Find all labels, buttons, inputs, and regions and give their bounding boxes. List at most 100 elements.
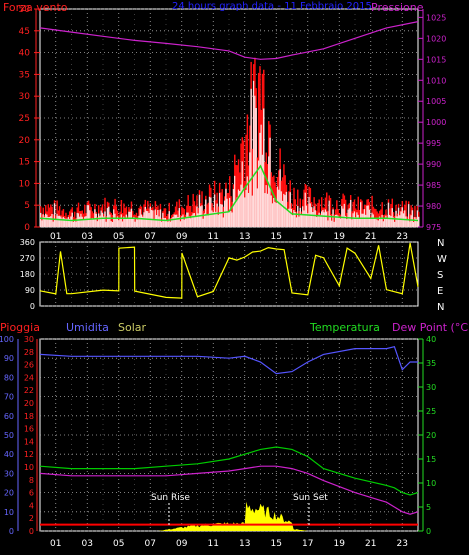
wind-speed-bar [331, 220, 333, 227]
wind-speed-bar [189, 218, 192, 227]
wind-tick-label: 5 [24, 201, 30, 211]
wind-speed-bar [137, 219, 139, 227]
wind-speed-bar [181, 216, 183, 227]
wind-gust-bar [114, 198, 116, 227]
x-tick-label: 03 [82, 539, 93, 549]
direction-tick-label: 0 [30, 302, 35, 311]
x-tick-label: 17 [302, 232, 313, 242]
wind-speed-bar [42, 214, 44, 227]
rain-tick-label: 0 [29, 527, 34, 536]
wind-speed-bar [232, 189, 235, 227]
wind-speed-bar [254, 95, 256, 228]
humidity-tick-label: 40 [4, 450, 14, 459]
wind-tick-label: 35 [19, 70, 30, 80]
wind-gust-bar [47, 204, 50, 227]
tick-labels: 0101030305050707090911111313151517171919… [0, 5, 447, 549]
wind-speed-bar [128, 211, 130, 227]
wind-speed-bar [265, 185, 267, 227]
wind-speed-bar [294, 211, 296, 227]
wind-gust-bar [344, 199, 347, 227]
pressure-tick-label: 1020 [426, 34, 446, 43]
wind-speed-bar [372, 214, 375, 227]
wind-gust-bar [50, 204, 52, 227]
x-tick-label: 19 [334, 232, 346, 242]
wind-speed-bar [387, 202, 390, 227]
wind-speed-bar [109, 214, 111, 227]
wind-speed-bar [399, 215, 401, 227]
wind-speed-bar [305, 205, 308, 227]
wind-speed-bar [50, 216, 52, 227]
wind-speed-bar [167, 221, 169, 227]
pressure-tick-label: 975 [426, 223, 441, 232]
wind-speed-bar [227, 211, 230, 227]
wind-speed-bar [103, 216, 105, 227]
wind-speed-bar [328, 200, 330, 227]
wind-speed-bar [362, 213, 365, 227]
wind-gust-bar [84, 204, 86, 227]
wind-gust-bar [153, 210, 155, 227]
wind-tick-label: 40 [19, 49, 31, 59]
wind-speed-bar [299, 207, 302, 227]
wind-speed-bar [310, 207, 313, 227]
wind-speed-bar [231, 212, 233, 227]
wind-speed-bar [75, 221, 77, 227]
wind-speed-bar [252, 80, 255, 228]
wind-speed-bar [126, 218, 129, 227]
wind-speed-bar [409, 221, 411, 227]
wind-speed-bar [221, 204, 223, 227]
wind-speed-bar [326, 211, 328, 227]
wind-speed-bar [131, 217, 134, 227]
wind-speed-bar [307, 213, 309, 227]
wind-speed-bar [329, 215, 332, 227]
compass-label: N [437, 302, 444, 313]
x-tick-label: 05 [113, 539, 124, 549]
wind-speed-bar [230, 210, 232, 227]
wind-speed-bar [338, 217, 341, 227]
wind-gust-bar [251, 148, 254, 227]
wind-gust-bar [163, 208, 165, 227]
humidity-tick-label: 90 [4, 354, 14, 363]
wind-speed-bar [366, 205, 368, 227]
wind-speed-bar [178, 208, 181, 227]
x-tick-label: 21 [365, 539, 376, 549]
wind-speed-bar [324, 209, 327, 227]
wind-gust-bar [246, 114, 249, 227]
wind-speed-bar [41, 220, 43, 227]
compass-label: N [437, 238, 444, 249]
humidity-tick-label: 0 [9, 527, 14, 536]
wind-gust-bar [394, 215, 396, 227]
wind-speed-bar [289, 192, 291, 227]
wind-gust-bar [123, 203, 125, 227]
wind-tick-label: 15 [19, 158, 30, 168]
wind-speed-bar [91, 217, 94, 227]
solar-title: Solar [118, 321, 147, 334]
wind-speed-bar [43, 217, 46, 227]
wind-speed-bar [152, 210, 154, 227]
wind-speed-bar [320, 211, 323, 227]
wind-speed-bar [385, 215, 387, 227]
wind-speed-bar [48, 216, 51, 227]
wind-speed-bar [255, 108, 257, 227]
wind-speed-bar [256, 188, 259, 227]
temperature-tick-label: 15 [426, 455, 436, 464]
wind-speed-bar [237, 189, 240, 227]
wind-speed-bar [416, 210, 419, 227]
wind-speed-bar [197, 213, 199, 227]
wind-speed-bar [142, 216, 144, 227]
wind-speed-bar [361, 213, 363, 227]
compass-label: S [437, 270, 443, 281]
wind-speed-bar [116, 216, 119, 227]
rain-tick-label: 8 [29, 476, 34, 485]
wind-speed-bar [358, 217, 361, 227]
wind-speed-bar [87, 205, 90, 227]
rain-tick-label: 12 [24, 450, 34, 459]
x-tick-label: 05 [113, 232, 124, 242]
wind-speed-bar [407, 204, 410, 227]
wind-speed-bar [274, 201, 276, 227]
direction-tick-label: 180 [20, 270, 35, 279]
wind-speed-bar [375, 217, 377, 227]
wind-direction-line [39, 242, 419, 299]
x-tick-label: 09 [176, 232, 188, 242]
chart-marks [39, 21, 420, 531]
wind-speed-bar [79, 216, 81, 227]
